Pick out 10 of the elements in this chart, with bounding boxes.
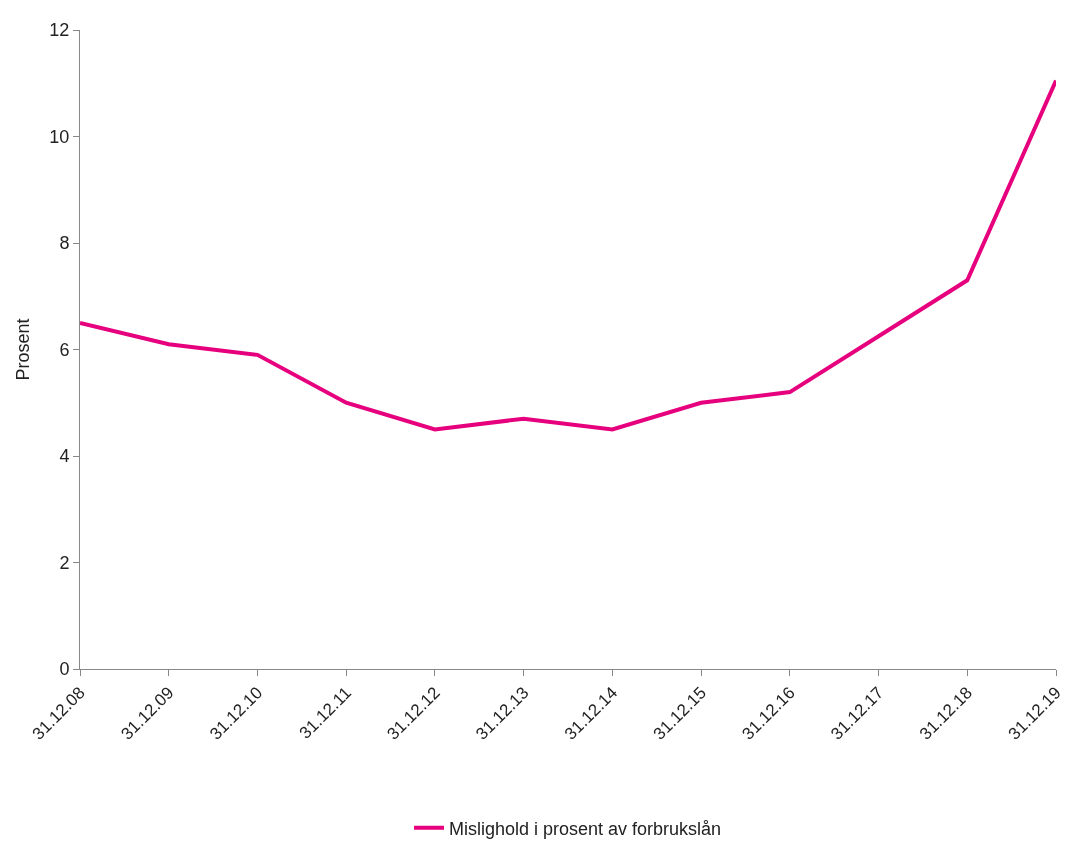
y-tick-label: 8 <box>59 233 70 254</box>
y-tick-label: 6 <box>59 339 70 360</box>
legend-label: Mislighold i prosent av forbrukslån <box>449 818 722 839</box>
y-tick-label: 10 <box>49 126 70 147</box>
y-axis-title: Prosent <box>12 318 33 381</box>
y-tick-label: 4 <box>59 446 70 467</box>
line-series <box>80 78 1056 432</box>
y-tick-label: 2 <box>59 552 70 573</box>
y-tick-label: 12 <box>49 20 70 41</box>
y-tick-label: 0 <box>59 659 70 680</box>
